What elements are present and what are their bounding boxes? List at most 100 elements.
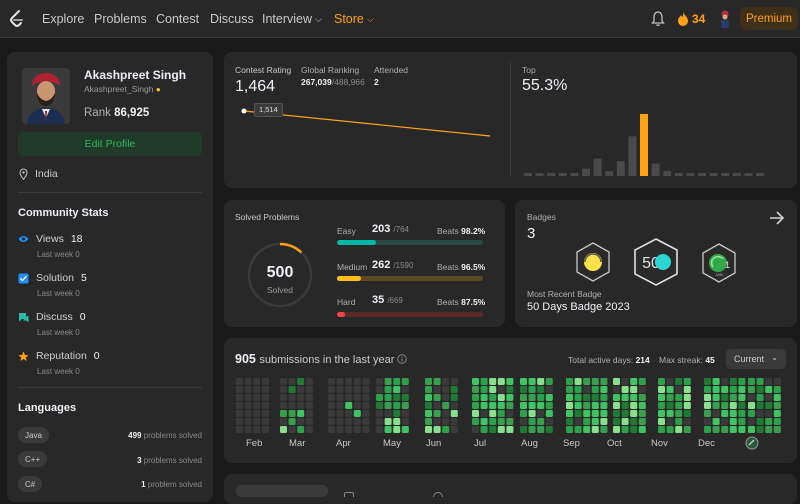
heatmap-cell[interactable] <box>336 394 344 401</box>
heatmap-cell[interactable] <box>288 418 296 425</box>
heatmap-cell[interactable] <box>353 410 361 417</box>
heatmap-cell[interactable] <box>433 418 441 425</box>
heatmap-cell[interactable] <box>583 418 591 425</box>
heatmap-cell[interactable] <box>748 426 755 433</box>
heatmap-cell[interactable] <box>756 426 764 433</box>
nav-store[interactable]: Store ⌵ <box>334 12 374 26</box>
heatmap-cell[interactable] <box>401 386 409 393</box>
user-avatar-icon[interactable] <box>718 9 732 29</box>
heatmap-cell[interactable] <box>704 402 711 409</box>
heatmap-cell[interactable] <box>280 402 287 409</box>
heatmap-cell[interactable] <box>537 386 545 393</box>
heatmap-cell[interactable] <box>280 410 287 417</box>
heatmap-cell[interactable] <box>393 410 401 417</box>
heatmap-cell[interactable] <box>236 410 243 417</box>
heatmap-cell[interactable] <box>353 378 361 385</box>
badge-50-days-icon[interactable]: 50 <box>632 238 680 286</box>
heatmap-cell[interactable] <box>773 418 781 425</box>
heatmap-cell[interactable] <box>738 426 746 433</box>
heatmap-cell[interactable] <box>401 402 409 409</box>
heatmap-cell[interactable] <box>666 386 674 393</box>
heatmap-cell[interactable] <box>675 410 683 417</box>
heatmap-cell[interactable] <box>600 402 608 409</box>
heatmap-cell[interactable] <box>528 386 536 393</box>
heatmap-cell[interactable] <box>545 418 553 425</box>
heatmap-cell[interactable] <box>472 386 479 393</box>
heatmap-cell[interactable] <box>384 410 392 417</box>
heatmap-cell[interactable] <box>528 394 536 401</box>
heatmap-cell[interactable] <box>506 410 514 417</box>
heatmap-cell[interactable] <box>280 394 287 401</box>
heatmap-cell[interactable] <box>489 418 497 425</box>
heatmap-cell[interactable] <box>773 386 781 393</box>
heatmap-cell[interactable] <box>574 378 582 385</box>
heatmap-cell[interactable] <box>489 426 497 433</box>
lang-pill-cpp[interactable]: C++ <box>18 451 48 467</box>
heatmap-cell[interactable] <box>353 402 361 409</box>
heatmap-cell[interactable] <box>328 410 335 417</box>
lang-pill-java[interactable]: Java <box>18 427 49 443</box>
heatmap-cell[interactable] <box>472 378 479 385</box>
heatmap-cell[interactable] <box>297 378 305 385</box>
heatmap-cell[interactable] <box>297 394 305 401</box>
heatmap-cell[interactable] <box>384 402 392 409</box>
heatmap-cell[interactable] <box>244 386 252 393</box>
heatmap-cell[interactable] <box>236 386 243 393</box>
heatmap-cell[interactable] <box>621 386 629 393</box>
heatmap-cell[interactable] <box>591 378 599 385</box>
heatmap-cell[interactable] <box>583 410 591 417</box>
heatmap-cell[interactable] <box>450 394 458 401</box>
heatmap-cell[interactable] <box>261 378 269 385</box>
heatmap-cell[interactable] <box>756 394 764 401</box>
heatmap-cell[interactable] <box>704 386 711 393</box>
heatmap-cell[interactable] <box>297 426 305 433</box>
heatmap-cell[interactable] <box>683 394 691 401</box>
heatmap-cell[interactable] <box>528 418 536 425</box>
heatmap-cell[interactable] <box>683 378 691 385</box>
heatmap-cell[interactable] <box>506 386 514 393</box>
heatmap-cell[interactable] <box>497 418 505 425</box>
heatmap-cell[interactable] <box>328 418 335 425</box>
heatmap-cell[interactable] <box>566 378 573 385</box>
heatmap-cell[interactable] <box>253 418 261 425</box>
heatmap-cell[interactable] <box>630 410 638 417</box>
heatmap-cell[interactable] <box>393 418 401 425</box>
heatmap-cell[interactable] <box>748 386 755 393</box>
heatmap-cell[interactable] <box>384 378 392 385</box>
heatmap-cell[interactable] <box>712 418 720 425</box>
heatmap-cell[interactable] <box>362 394 370 401</box>
heatmap-cell[interactable] <box>297 418 305 425</box>
premium-button[interactable]: Premium <box>740 7 798 30</box>
heatmap-cell[interactable] <box>497 378 505 385</box>
heatmap-cell[interactable] <box>261 394 269 401</box>
heatmap-cell[interactable] <box>721 426 729 433</box>
heatmap-cell[interactable] <box>393 402 401 409</box>
heatmap-cell[interactable] <box>433 410 441 417</box>
heatmap-cell[interactable] <box>600 426 608 433</box>
heatmap-cell[interactable] <box>506 426 514 433</box>
heatmap-cell[interactable] <box>756 410 764 417</box>
heatmap-cell[interactable] <box>520 418 527 425</box>
heatmap-cell[interactable] <box>401 378 409 385</box>
heatmap-cell[interactable] <box>630 402 638 409</box>
heatmap-cell[interactable] <box>328 426 335 433</box>
heatmap-cell[interactable] <box>721 410 729 417</box>
lang-pill-csharp[interactable]: C# <box>18 476 43 492</box>
heatmap-cell[interactable] <box>729 394 737 401</box>
heatmap-cell[interactable] <box>638 410 646 417</box>
heatmap-cell[interactable] <box>336 410 344 417</box>
heatmap-cell[interactable] <box>450 426 458 433</box>
heatmap-cell[interactable] <box>362 410 370 417</box>
heatmap-cell[interactable] <box>545 410 553 417</box>
heatmap-cell[interactable] <box>401 410 409 417</box>
heatmap-cell[interactable] <box>384 418 392 425</box>
heatmap-cell[interactable] <box>305 426 313 433</box>
heatmap-cell[interactable] <box>566 418 573 425</box>
heatmap-cell[interactable] <box>729 418 737 425</box>
heatmap-cell[interactable] <box>244 378 252 385</box>
heatmap-cell[interactable] <box>583 426 591 433</box>
heatmap-cell[interactable] <box>729 410 737 417</box>
heatmap-cell[interactable] <box>401 418 409 425</box>
heatmap-cell[interactable] <box>480 378 488 385</box>
heatmap-cell[interactable] <box>712 378 720 385</box>
